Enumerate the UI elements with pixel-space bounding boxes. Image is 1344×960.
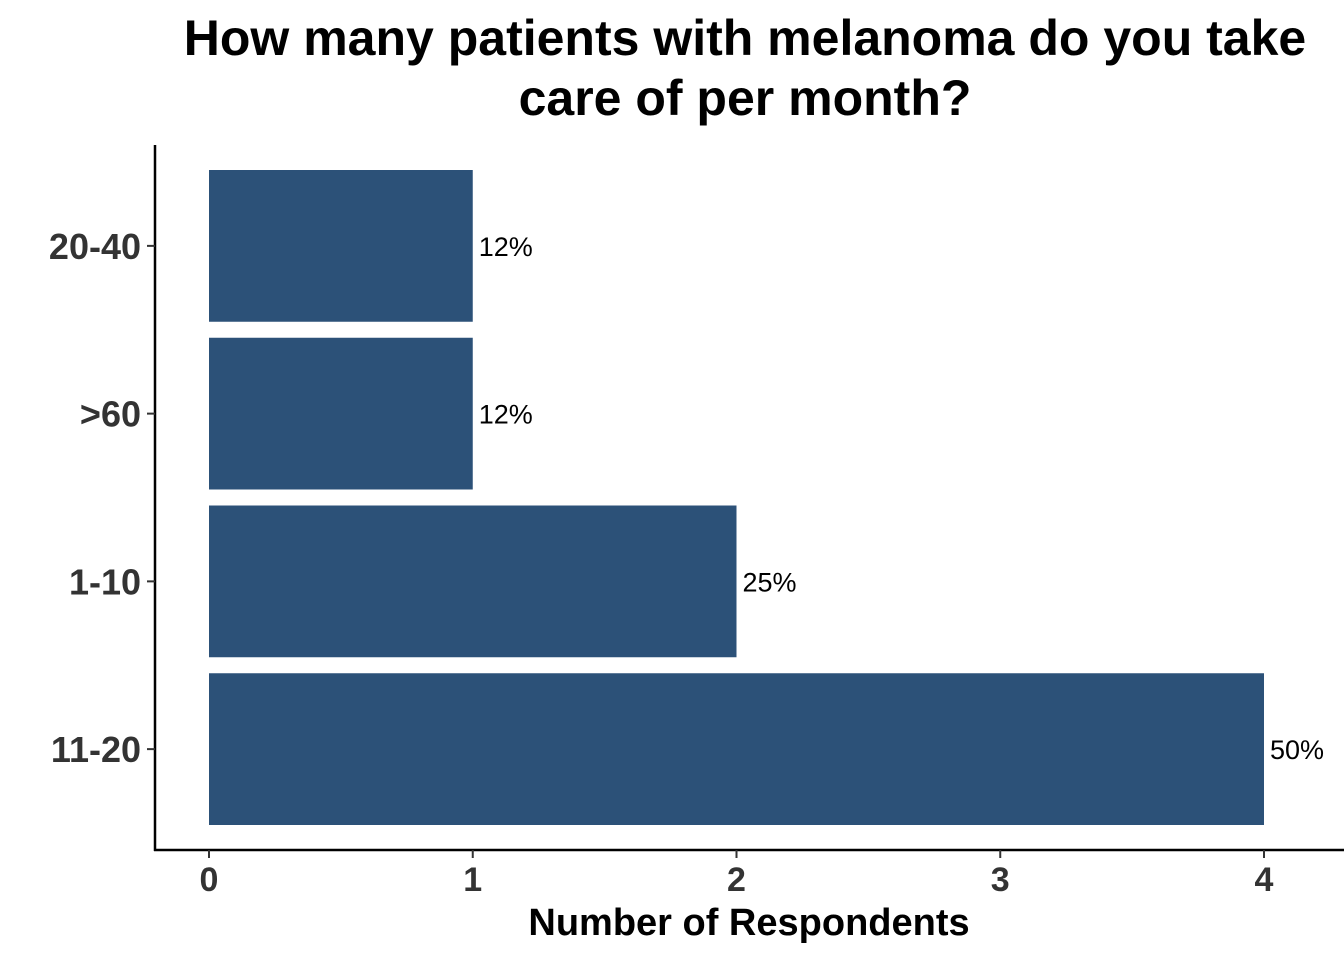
data-label-0: 12% [479, 232, 533, 262]
data-label-2: 25% [743, 567, 797, 597]
chart-title: How many patients with melanoma do you t… [183, 10, 1307, 126]
y-tick-label-0: 20-40 [49, 226, 141, 267]
data-label-3: 50% [1270, 735, 1324, 765]
bar-2 [209, 505, 737, 658]
bars-layer [209, 170, 1264, 825]
x-tick-label-0: 0 [200, 861, 219, 899]
x-tick-label-1: 1 [463, 861, 482, 899]
bar-3 [209, 673, 1264, 825]
bar-0 [209, 170, 473, 322]
bar-1 [209, 337, 473, 490]
y-tick-label-2: 1-10 [69, 561, 141, 602]
x-tick-label-4: 4 [1255, 861, 1274, 899]
data-labels-layer: 12% 12% 25% 50% [479, 232, 1324, 765]
x-tick-label-2: 2 [727, 861, 746, 899]
y-tick-label-1: >60 [80, 394, 141, 435]
y-axis-ticks: 20-40 >60 1-10 11-20 [49, 226, 155, 770]
axes-layer [153, 145, 1344, 852]
y-tick-label-3: 11-20 [51, 729, 141, 770]
x-axis-title: Number of Respondents [528, 902, 969, 944]
x-tick-label-3: 3 [991, 861, 1010, 899]
data-label-1: 12% [479, 400, 533, 430]
x-axis-ticks: 0 1 2 3 4 [200, 850, 1274, 899]
